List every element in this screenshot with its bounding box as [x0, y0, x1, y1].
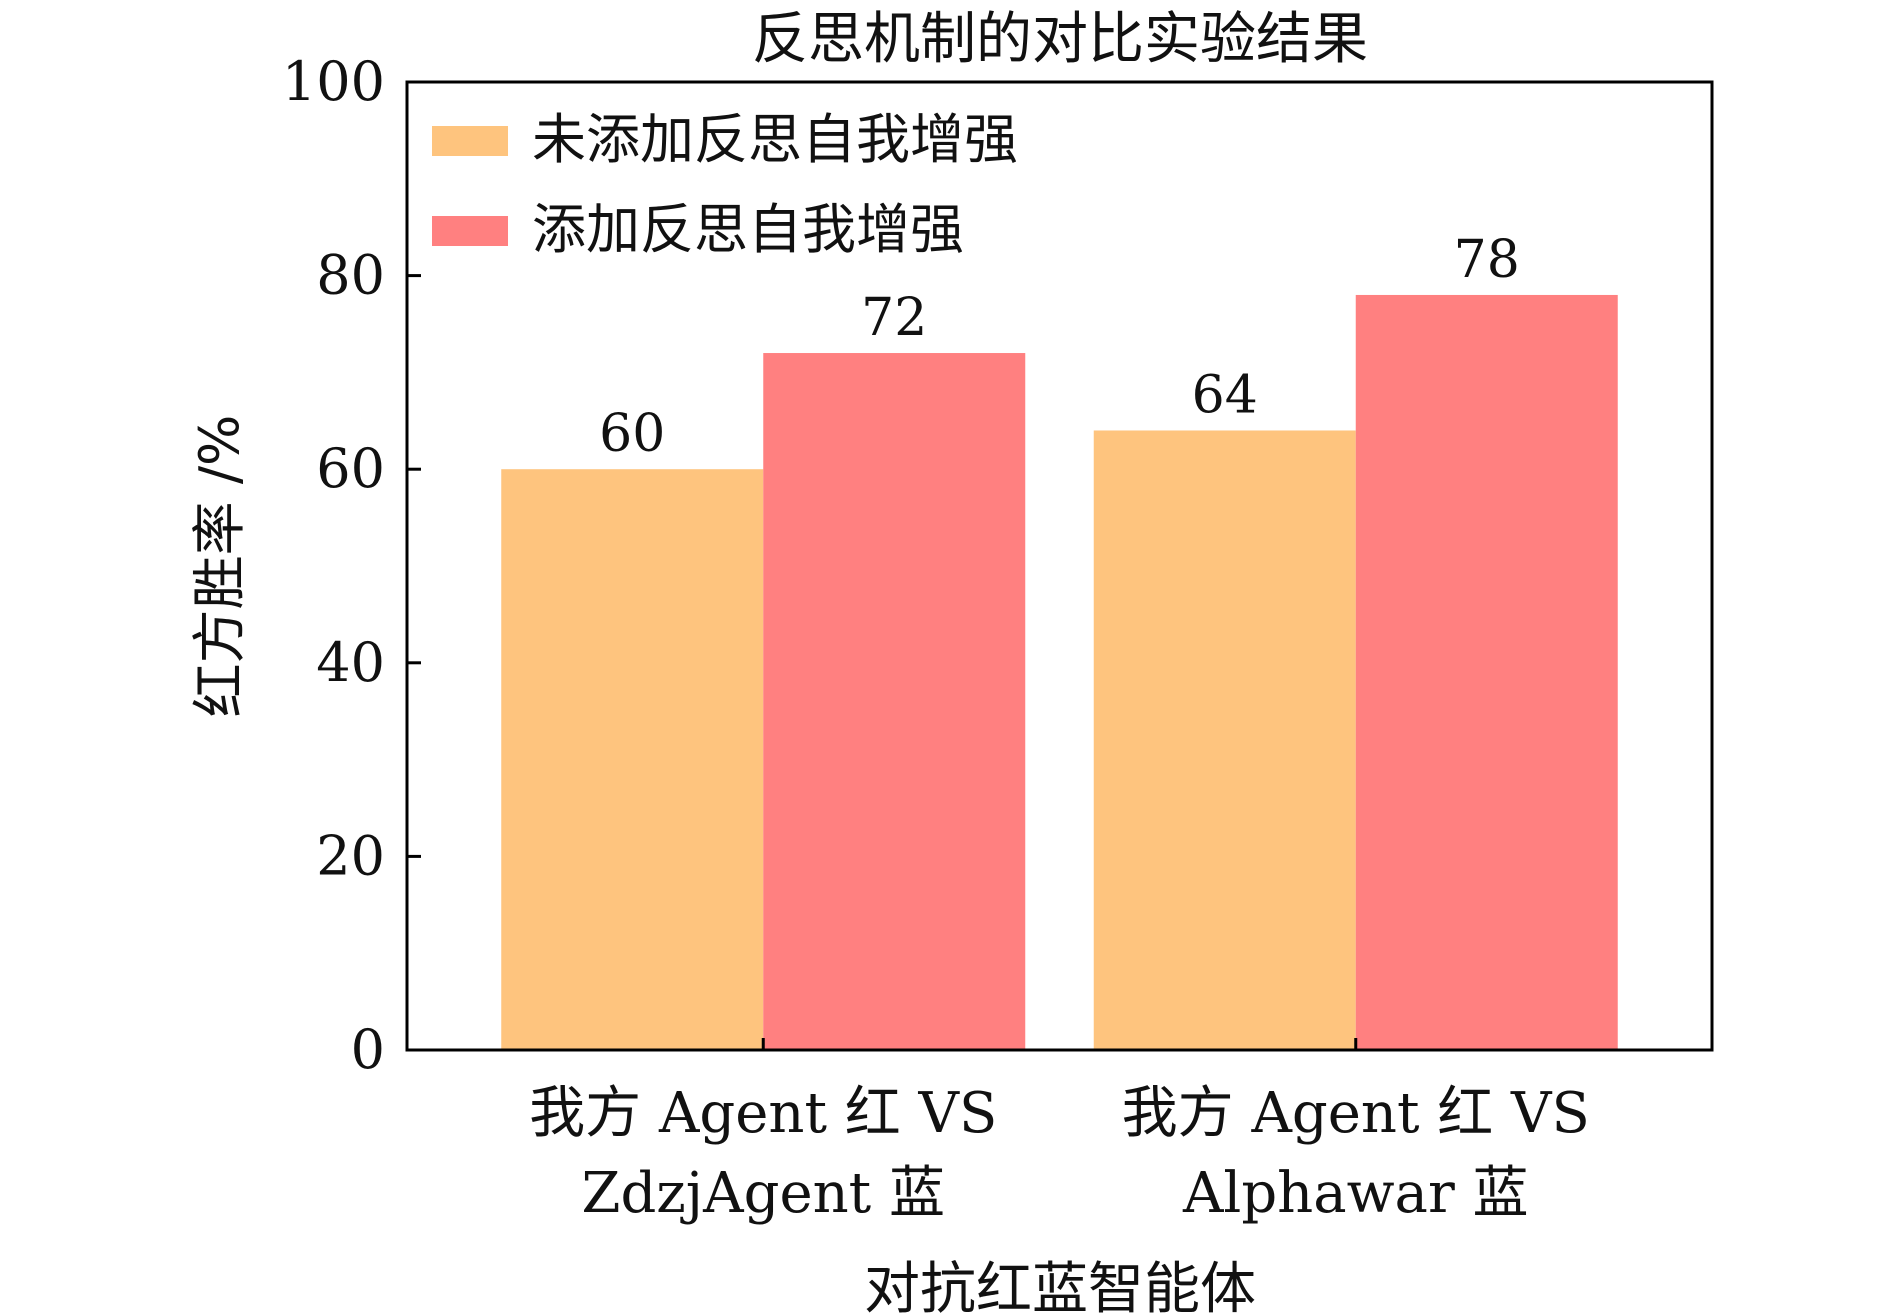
- bar: [501, 469, 764, 1050]
- data-label: 72: [861, 288, 927, 348]
- data-label: 60: [599, 404, 665, 464]
- y-tick-label: 80: [316, 244, 385, 307]
- legend-label: 未添加反思自我增强: [532, 108, 1018, 171]
- legend-swatch: [432, 216, 508, 246]
- x-tick-label: Alphawar 蓝: [1182, 1161, 1529, 1226]
- y-axis: 0 20 40 60 80 100: [282, 50, 421, 1081]
- legend-swatch: [432, 126, 508, 156]
- x-axis-label: 对抗红蓝智能体: [864, 1257, 1256, 1316]
- data-label: 78: [1454, 230, 1520, 290]
- data-label: 64: [1192, 365, 1258, 425]
- bar: [1355, 294, 1618, 1051]
- y-tick-label: 60: [316, 437, 385, 500]
- y-tick-label: 100: [282, 50, 385, 113]
- bar: [1093, 430, 1356, 1051]
- chart-title: 反思机制的对比实验结果: [752, 7, 1368, 72]
- bars-layer: [501, 294, 1618, 1051]
- x-tick-label: 我方 Agent 红 VS: [529, 1081, 997, 1146]
- x-tick-label: 我方 Agent 红 VS: [1122, 1081, 1590, 1146]
- data-labels-layer: 60 72 64 78: [599, 230, 1520, 464]
- legend-label: 添加反思自我增强: [532, 198, 964, 261]
- y-tick-label: 20: [316, 824, 385, 887]
- plot-frame: [405, 80, 1714, 1052]
- y-axis-label: 红方胜率 /%: [188, 415, 251, 718]
- y-tick-label: 0: [351, 1018, 385, 1081]
- x-tick-label: ZdzjAgent 蓝: [582, 1161, 945, 1226]
- y-tick-label: 40: [316, 631, 385, 694]
- bar: [763, 353, 1026, 1050]
